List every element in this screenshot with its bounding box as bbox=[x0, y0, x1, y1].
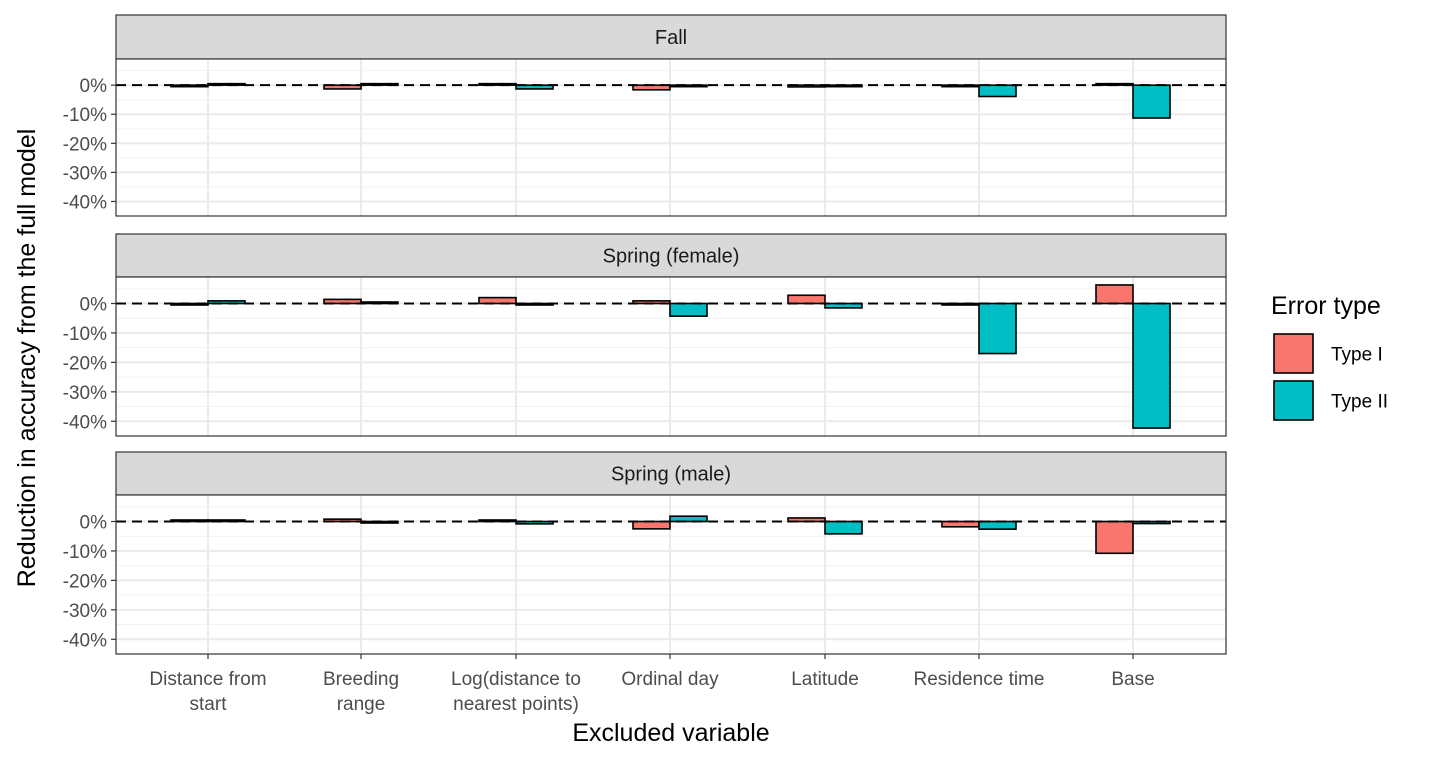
bar-type-ii bbox=[978, 302, 1017, 355]
facet-panels: Fall 0% -10% -20% -30% -40% Spring (female) 0% -… bbox=[63, 14, 1227, 655]
x-axis: Distance from start Breeding range Log(dista… bbox=[149, 654, 1155, 715]
bar-type-i bbox=[1095, 284, 1134, 305]
x-tick-label: Residence time bbox=[914, 669, 1045, 690]
y-tick-label: -40% bbox=[63, 192, 107, 213]
y-tick-label: -10% bbox=[63, 324, 107, 345]
legend: Error type Type I Type II bbox=[1271, 292, 1388, 421]
panel-border bbox=[115, 494, 1227, 655]
bar-type-i bbox=[787, 294, 826, 305]
bar-type-i bbox=[1095, 520, 1134, 555]
legend-title: Error type bbox=[1271, 292, 1381, 320]
x-tick-label: Log(distance to bbox=[451, 669, 581, 690]
y-tick-label: -20% bbox=[63, 353, 107, 374]
y-tick-label: -30% bbox=[63, 383, 107, 404]
bar-type-ii bbox=[207, 300, 246, 305]
panel-border bbox=[115, 58, 1227, 217]
facet-strip bbox=[115, 14, 1227, 60]
y-tick-label: -30% bbox=[63, 163, 107, 184]
facet-panel: Spring (male) 0% -10% -20% -30% -40% bbox=[63, 451, 1227, 655]
x-tick-label: Latitude bbox=[791, 669, 859, 690]
y-tick-label: 0% bbox=[80, 513, 108, 534]
bar-type-ii bbox=[1132, 84, 1171, 119]
x-tick-label: range bbox=[337, 694, 386, 715]
facet-strip-label: Spring (male) bbox=[611, 464, 731, 486]
facet-panel: Fall 0% -10% -20% -30% -40% bbox=[63, 14, 1227, 217]
y-tick-label: 0% bbox=[80, 76, 108, 97]
legend-label-type-i: Type I bbox=[1331, 345, 1383, 366]
y-tick-label: -10% bbox=[63, 105, 107, 126]
y-tick-label: -40% bbox=[63, 412, 107, 433]
bar-type-i bbox=[632, 520, 671, 530]
x-tick-label: nearest points) bbox=[453, 694, 579, 715]
facet-panel: Spring (female) 0% -10% -20% -30% -40% bbox=[63, 233, 1227, 437]
bar-type-ii bbox=[669, 302, 708, 317]
facet-strip bbox=[115, 451, 1227, 496]
y-tick-label: -10% bbox=[63, 542, 107, 563]
bar-type-ii bbox=[669, 515, 708, 523]
x-tick-label: Distance from bbox=[149, 669, 266, 690]
y-tick-label: -20% bbox=[63, 571, 107, 592]
bar-type-ii bbox=[1132, 520, 1171, 525]
facet-strip-label: Spring (female) bbox=[603, 246, 740, 268]
bar-type-i bbox=[478, 296, 517, 305]
x-tick-label: Breeding bbox=[323, 669, 399, 690]
facet-strip-label: Fall bbox=[655, 27, 687, 49]
x-tick-label: Ordinal day bbox=[621, 669, 719, 690]
y-tick-label: -40% bbox=[63, 630, 107, 651]
bar-type-ii bbox=[824, 520, 863, 535]
bar-type-ii bbox=[1132, 302, 1171, 429]
legend-swatch-type-ii bbox=[1273, 380, 1314, 421]
x-axis-title: Excluded variable bbox=[572, 719, 769, 747]
legend-label-type-ii: Type II bbox=[1331, 392, 1388, 413]
facet-strip bbox=[115, 233, 1227, 278]
y-axis-title: Reduction in accuracy from the full mode… bbox=[13, 129, 41, 588]
y-tick-label: -20% bbox=[63, 134, 107, 155]
x-tick-label: start bbox=[190, 694, 228, 715]
bar-type-ii bbox=[978, 84, 1017, 98]
y-tick-label: -30% bbox=[63, 601, 107, 622]
x-tick-label: Base bbox=[1111, 669, 1154, 690]
panel-border bbox=[115, 276, 1227, 437]
bar-type-ii bbox=[978, 520, 1017, 530]
legend-swatch-type-i bbox=[1273, 333, 1314, 374]
y-tick-label: 0% bbox=[80, 295, 108, 316]
